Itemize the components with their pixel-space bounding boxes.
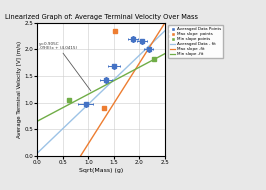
Legend: Averaged Data Points, Max slope  points, Min slope points, Averaged Data - fit, : Averaged Data Points, Max slope points, … (168, 25, 223, 58)
Title: Linearized Graph of: Average Terminal Velocity Over Mass: Linearized Graph of: Average Terminal Ve… (5, 14, 198, 20)
Y-axis label: Average Terminal Velocity [V] (m/s): Average Terminal Velocity [V] (m/s) (16, 41, 22, 138)
X-axis label: Sqrt(Mass) (g): Sqrt(Mass) (g) (79, 168, 123, 173)
Text: y=0.905C
.09(E)x + (4.0415): y=0.905C .09(E)x + (4.0415) (39, 42, 91, 91)
